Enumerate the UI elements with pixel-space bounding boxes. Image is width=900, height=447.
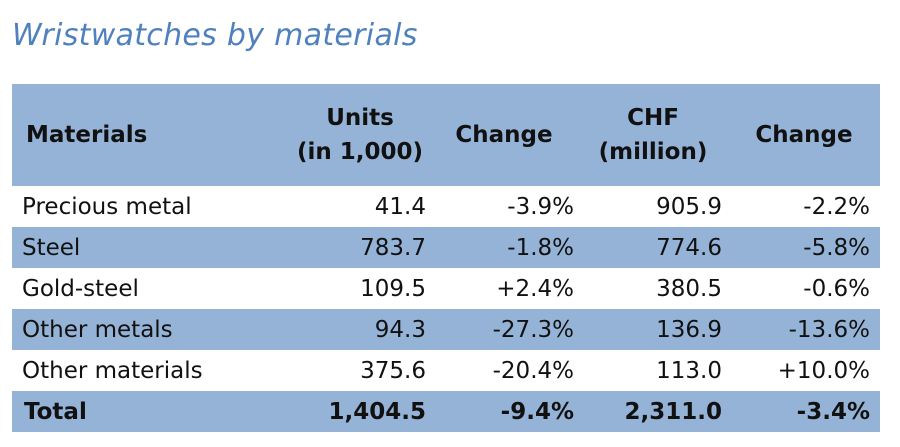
table-row-precious-metal: Precious metal 41.4 -3.9% 905.9 -2.2% [12,186,880,227]
header-chf: CHF (million) [578,84,728,186]
cell-chf-change: +10.0% [777,357,870,384]
cell-units-change: -3.9% [507,193,574,220]
table-row-gold-steel: Gold-steel 109.5 +2.4% 380.5 -0.6% [12,268,880,309]
cell-units-change: -9.4% [500,398,574,425]
cell-units: 375.6 [360,357,426,384]
cell-chf-change: -5.8% [803,234,870,261]
cell-chf-change: -2.2% [803,193,870,220]
header-chf-line1: CHF [627,105,679,131]
cell-material: Other metals [22,316,173,343]
cell-units-change: -20.4% [492,357,574,384]
header-units-change-label: Change [455,122,553,148]
header-materials-label: Materials [26,122,148,148]
table-row-other-metals: Other metals 94.3 -27.3% 136.9 -13.6% [12,309,880,350]
header-materials: Materials [12,84,280,186]
cell-chf: 905.9 [656,193,722,220]
cell-material: Total [24,398,87,425]
cell-material: Other materials [22,357,203,384]
cell-units: 1,404.5 [328,398,427,425]
header-units-change: Change [430,84,578,186]
cell-units-change: +2.4% [496,275,574,302]
cell-units: 109.5 [360,275,426,302]
cell-chf-change: -3.4% [796,398,870,425]
cell-chf: 380.5 [656,275,722,302]
cell-chf: 774.6 [656,234,722,261]
cell-chf: 2,311.0 [624,398,723,425]
cell-units: 94.3 [374,316,426,343]
table-row-other-materials: Other materials 375.6 -20.4% 113.0 +10.0… [12,350,880,391]
cell-material: Precious metal [22,193,192,220]
cell-chf: 113.0 [656,357,722,384]
table-title: Wristwatches by materials [12,18,418,53]
cell-chf-change: -13.6% [788,316,870,343]
header-chf-change-label: Change [755,122,853,148]
cell-material: Steel [22,234,81,261]
header-units-line2: (in 1,000) [296,139,424,165]
cell-units-change: -27.3% [492,316,574,343]
table-row-total: Total 1,404.5 -9.4% 2,311.0 -3.4% [12,391,880,432]
cell-chf-change: -0.6% [803,275,870,302]
cell-units: 41.4 [374,193,426,220]
cell-chf: 136.9 [656,316,722,343]
header-units-line1: Units [326,105,394,131]
materials-table: Materials Units (in 1,000) Change CHF (m… [12,84,880,432]
cell-material: Gold-steel [22,275,139,302]
cell-units-change: -1.8% [507,234,574,261]
table-row-steel: Steel 783.7 -1.8% 774.6 -5.8% [12,227,880,268]
header-chf-line2: (million) [598,139,708,165]
cell-units: 783.7 [360,234,426,261]
header-units: Units (in 1,000) [280,84,430,186]
header-row: Materials Units (in 1,000) Change CHF (m… [12,84,880,186]
header-chf-change: Change [728,84,880,186]
